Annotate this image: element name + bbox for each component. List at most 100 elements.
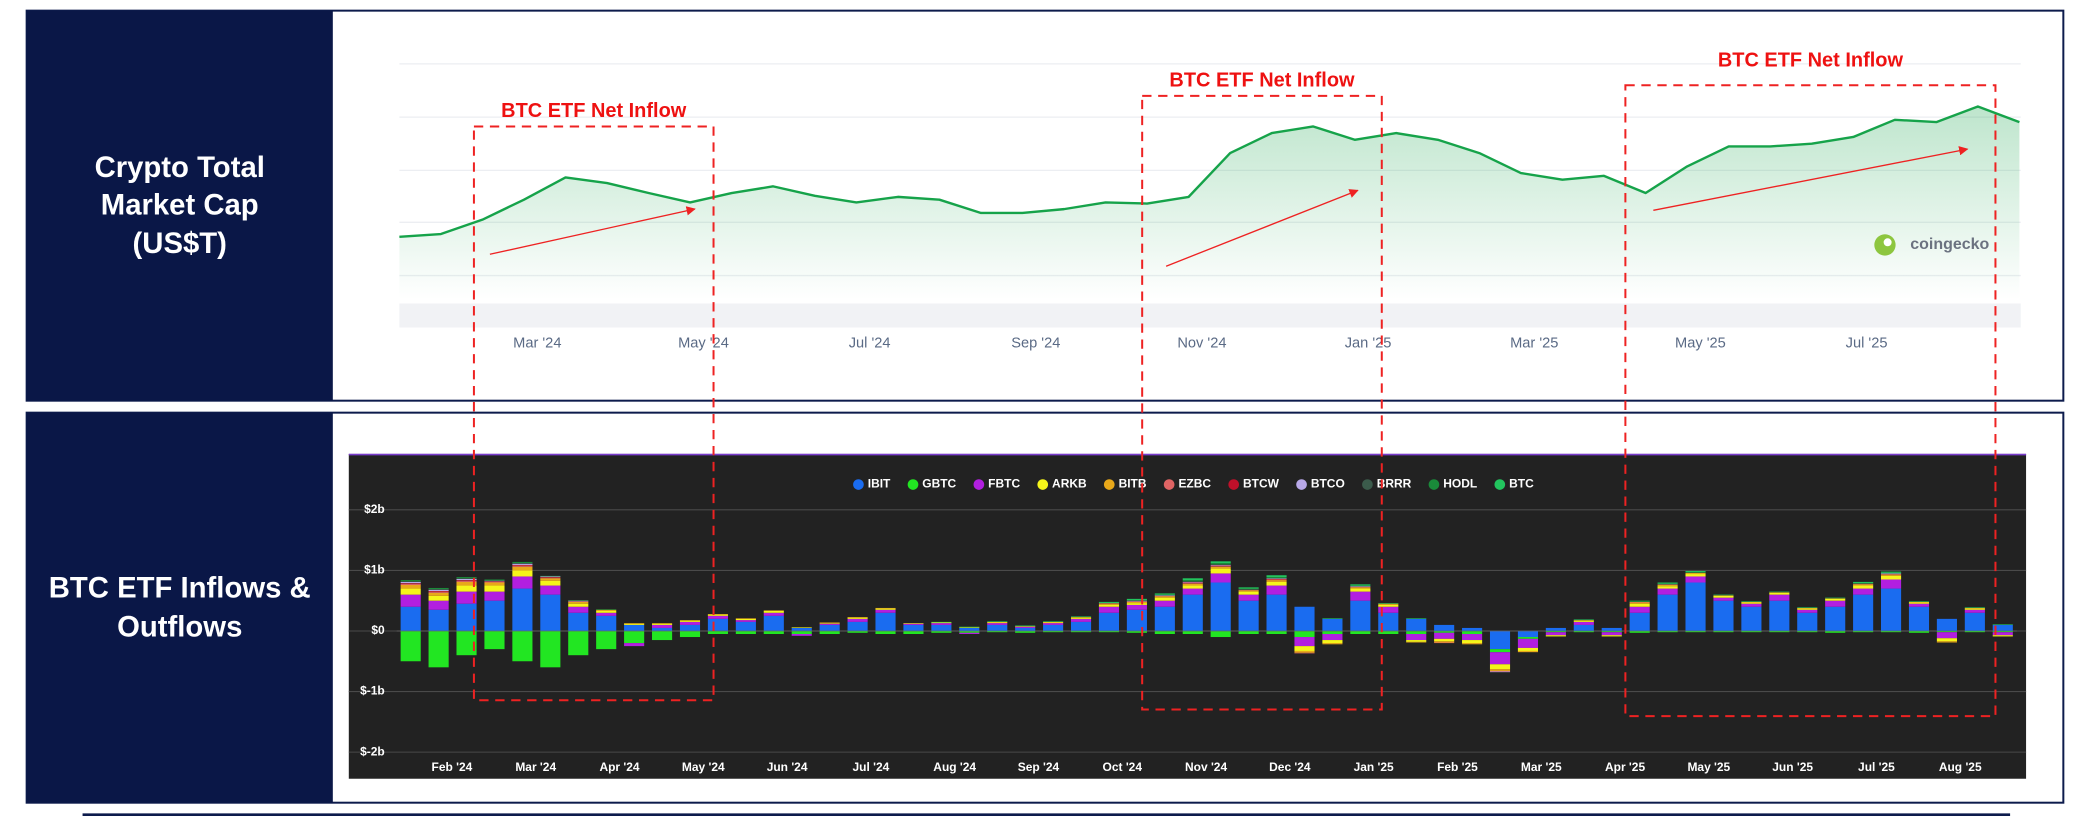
- bar-segment: [1853, 594, 1874, 631]
- bar-segment: [400, 581, 421, 584]
- bar-segment: [847, 617, 868, 619]
- bar-segment: [1713, 594, 1734, 596]
- bar-segment: [484, 585, 505, 592]
- bar-segment: [1210, 561, 1231, 564]
- bar-segment: [652, 623, 673, 625]
- bar-segment: [1657, 583, 1678, 585]
- bar-segment: [1992, 624, 2013, 631]
- bar-segment: [568, 601, 589, 604]
- bar-segment: [1964, 608, 1985, 610]
- y-tick-label: $2b: [364, 502, 385, 516]
- bar-segment: [1601, 627, 1622, 631]
- bar-segment: [1266, 594, 1287, 631]
- bar-segment: [400, 594, 421, 607]
- bar-segment: [735, 621, 756, 631]
- bar-segment: [1853, 583, 1874, 584]
- bar-segment: [1210, 565, 1231, 567]
- bar-segment: [1015, 630, 1036, 633]
- bar-segment: [1992, 632, 2013, 636]
- bar-segment: [1098, 603, 1120, 604]
- bar-segment: [1350, 584, 1371, 586]
- bar-segment: [1908, 630, 1930, 633]
- bar-segment: [1322, 640, 1343, 644]
- x-tick-label: Apr '24: [599, 760, 639, 774]
- bar-segment: [1657, 582, 1678, 584]
- bar-segment: [540, 577, 561, 578]
- x-tick-label: Jul '24: [853, 760, 890, 774]
- bar-segment: [1378, 604, 1399, 607]
- bar-segment: [1043, 621, 1064, 622]
- bar-segment: [456, 585, 477, 592]
- bar-segment: [679, 620, 701, 621]
- bar-segment: [959, 626, 980, 628]
- bar-segment: [1294, 630, 1315, 638]
- x-tick-label: May '25: [1675, 335, 1726, 351]
- bar-segment: [1015, 626, 1036, 627]
- y-tick-label: $0: [371, 623, 385, 637]
- bar-segment: [456, 577, 477, 579]
- bar-segment: [931, 621, 952, 623]
- bar-segment: [1769, 594, 1790, 601]
- bar-segment: [1629, 601, 1650, 602]
- bar-segment: [679, 630, 701, 638]
- x-tick-label: Oct '24: [1103, 760, 1143, 774]
- bar-segment: [400, 630, 421, 662]
- bar-segment: [1015, 627, 1036, 631]
- bar-segment: [1545, 635, 1566, 637]
- panel-label: BTC ETF Inflows & Outflows: [48, 570, 311, 643]
- bar-segment: [1154, 597, 1175, 601]
- bar-segment: [763, 615, 784, 631]
- bar-segment: [1266, 581, 1287, 586]
- bar-segment: [568, 630, 589, 656]
- bar-segment: [1489, 630, 1511, 650]
- bar-segment: [512, 563, 533, 564]
- bar-segment: [735, 618, 756, 619]
- bar-segment: [819, 623, 840, 625]
- bar-segment: [1043, 623, 1064, 625]
- legend-swatch: [1494, 479, 1506, 490]
- bar-segment: [428, 591, 449, 593]
- x-tick-label: Jan '25: [1354, 760, 1394, 774]
- bar-segment: [1685, 574, 1706, 577]
- bar-segment: [1182, 588, 1203, 595]
- bar-segment: [624, 630, 645, 644]
- bar-segment: [1517, 638, 1539, 648]
- bar-segment: [1266, 577, 1287, 579]
- x-tick-label: Aug '25: [1939, 760, 1982, 774]
- bar-segment: [707, 615, 728, 619]
- bar-segment: [456, 578, 477, 581]
- bar-segment: [400, 581, 421, 582]
- bar-segment: [1070, 621, 1092, 631]
- bar-segment: [1853, 581, 1874, 584]
- bar-segment: [1098, 612, 1120, 631]
- bar-segment: [1350, 586, 1371, 587]
- bar-segment: [1182, 583, 1203, 584]
- bar-segment: [512, 566, 533, 571]
- bar-segment: [1210, 563, 1231, 565]
- bar-segment: [1378, 603, 1399, 605]
- bottom-side-label-box: BTC ETF Inflows & Outflows: [27, 413, 333, 803]
- bar-segment: [847, 621, 868, 631]
- bar-segment: [1043, 624, 1064, 631]
- legend-swatch: [1362, 479, 1373, 490]
- bottom-side-label-wrap: BTC ETF Inflows & Outflows: [27, 413, 333, 803]
- bar-segment: [1489, 652, 1511, 665]
- top-plot: Mar '24 May '24 Jul '24 Sep '24 Nov '24 Jan '…: [399, 105, 2020, 351]
- bar-segment: [484, 600, 505, 631]
- bar-segment: [428, 589, 449, 591]
- bar-segment: [1769, 630, 1790, 633]
- bar-segment: [1378, 603, 1399, 604]
- bar-segment: [1517, 630, 1539, 638]
- bar-segment: [1629, 606, 1650, 613]
- bar-segment: [1685, 571, 1706, 573]
- bar-segment: [1070, 630, 1092, 633]
- bar-segment: [763, 612, 784, 616]
- annotation-arrows: [489, 146, 1969, 267]
- bar-segment: [1713, 630, 1734, 633]
- bar-segment: [1266, 580, 1287, 582]
- bar-segment: [624, 624, 645, 631]
- bar-segment: [624, 623, 645, 624]
- bar-segment: [1741, 601, 1762, 603]
- bar-segment: [652, 630, 673, 641]
